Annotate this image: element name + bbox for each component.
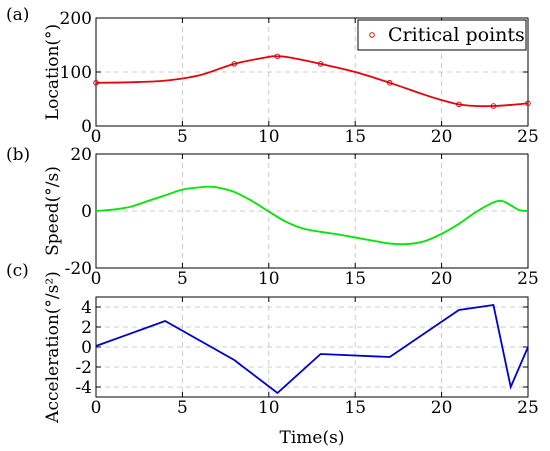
- y-tick-label: 20: [70, 145, 92, 165]
- critical-point-marker: [387, 80, 393, 86]
- y-tick-label: 100: [60, 63, 92, 83]
- y-tick-label: -20: [65, 259, 92, 279]
- x-tick-label: 0: [91, 398, 102, 418]
- y-tick-label: 0: [81, 117, 92, 137]
- y-tick-label: 0: [81, 338, 92, 358]
- y-tick-label: 0: [81, 202, 92, 222]
- y-axis-label: Acceleration(°/s²): [43, 271, 63, 424]
- x-tick-label: 5: [177, 398, 188, 418]
- critical-point-marker: [231, 61, 237, 67]
- panel-label: (a): [6, 5, 29, 25]
- y-tick-label: 2: [81, 318, 92, 338]
- x-tick-label: 25: [517, 269, 539, 289]
- x-tick-label: 15: [344, 398, 366, 418]
- x-tick-label: 0: [91, 269, 102, 289]
- panel-c-acceleration: 0 5 10 15 20 25-4-2024(c)Acceleration(°/s²)Ti…: [6, 261, 539, 448]
- x-tick-label: 10: [258, 127, 280, 147]
- y-tick-label: -2: [75, 358, 92, 378]
- y-axis-label: Speed(°/s): [43, 166, 63, 256]
- x-tick-label: 10: [258, 398, 280, 418]
- y-tick-label: 200: [60, 9, 92, 29]
- legend-label: Critical points: [388, 24, 525, 46]
- x-tick-label: 5: [177, 269, 188, 289]
- panel-label: (c): [6, 261, 29, 281]
- x-axis-label: Time(s): [280, 428, 345, 448]
- panel-a-location: 0 5 10 15 20 25 0 100 200 (a) Location(°) Critical …: [6, 5, 539, 147]
- x-tick-label: 10: [258, 269, 280, 289]
- y-tick-label: -4: [75, 378, 92, 398]
- critical-point-marker: [93, 80, 99, 86]
- legend-marker: [369, 32, 375, 38]
- x-tick-label: 20: [431, 127, 453, 147]
- series-line: [95, 185, 529, 246]
- critical-point-marker: [490, 103, 497, 109]
- x-tick-label: 15: [344, 127, 366, 147]
- x-tick-label: 20: [431, 269, 453, 289]
- critical-point-marker: [317, 61, 324, 67]
- panel-label: (b): [6, 145, 30, 165]
- x-tick-label: 20: [431, 398, 453, 418]
- y-axis-label: Location(°): [43, 24, 63, 120]
- x-tick-label: 5: [177, 127, 188, 147]
- series-line: [95, 55, 529, 108]
- series-line: [95, 303, 529, 395]
- x-tick-label: 0: [91, 127, 102, 147]
- critical-point-marker: [525, 100, 531, 107]
- x-tick-label: 15: [344, 269, 366, 289]
- x-tick-label: 25: [517, 127, 539, 147]
- critical-point-marker: [274, 53, 281, 60]
- y-tick-label: 4: [81, 298, 92, 318]
- x-tick-label: 25: [517, 398, 539, 418]
- critical-point-marker: [456, 101, 462, 108]
- legend-box: [357, 19, 527, 51]
